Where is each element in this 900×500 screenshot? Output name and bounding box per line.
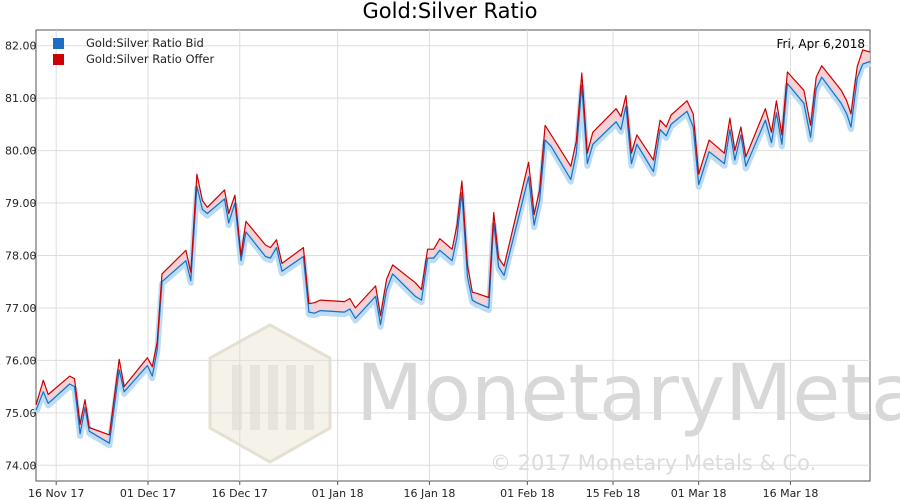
x-tick-label: 16 Nov 17	[28, 487, 84, 500]
date-readout: Fri, Apr 6,2018	[777, 37, 866, 51]
y-tick-label: 77.00	[5, 302, 37, 315]
grid	[36, 30, 870, 481]
y-tick-label: 76.00	[5, 354, 37, 367]
y-tick-label: 79.00	[5, 197, 37, 210]
legend: Gold:Silver Ratio Bid Gold:Silver Ratio …	[53, 36, 215, 66]
x-tick-label: 01 Jan 18	[312, 487, 364, 500]
y-tick-label: 78.00	[5, 250, 37, 263]
y-tick-label: 81.00	[5, 92, 37, 105]
y-tick-label: 74.00	[5, 459, 37, 472]
y-axis: 74.00 75.00 76.00 77.00 78.00 79.00 80.00 81.00…	[5, 40, 37, 473]
y-tick-label: 80.00	[5, 145, 37, 158]
x-tick-label: 01 Dec 17	[120, 487, 176, 500]
series-line-offer[interactable]	[35, 49, 871, 436]
chart-title: Gold:Silver Ratio	[363, 0, 538, 23]
x-tick-label: 15 Feb 18	[586, 487, 640, 500]
legend-label-bid: Gold:Silver Ratio Bid	[86, 36, 204, 50]
y-tick-label: 82.00	[5, 40, 37, 53]
legend-swatch-offer	[53, 54, 64, 65]
legend-item-bid[interactable]: Gold:Silver Ratio Bid	[53, 36, 204, 50]
x-tick-label: 16 Mar 18	[763, 487, 819, 500]
series-lines	[33, 49, 872, 449]
y-tick-label: 75.00	[5, 407, 37, 420]
x-tick-label: 01 Feb 18	[500, 487, 554, 500]
legend-label-offer: Gold:Silver Ratio Offer	[86, 52, 215, 66]
x-tick-label: 01 Mar 18	[671, 487, 727, 500]
watermark-copyright: © 2017 Monetary Metals & Co.	[490, 451, 816, 475]
legend-swatch-bid	[53, 38, 64, 49]
x-tick-label: 16 Dec 17	[212, 487, 268, 500]
x-axis: 16 Nov 17 01 Dec 17 16 Dec 17 01 Jan 18 16 J…	[28, 481, 818, 500]
legend-item-offer[interactable]: Gold:Silver Ratio Offer	[53, 52, 215, 66]
x-tick-label: 16 Jan 18	[403, 487, 455, 500]
